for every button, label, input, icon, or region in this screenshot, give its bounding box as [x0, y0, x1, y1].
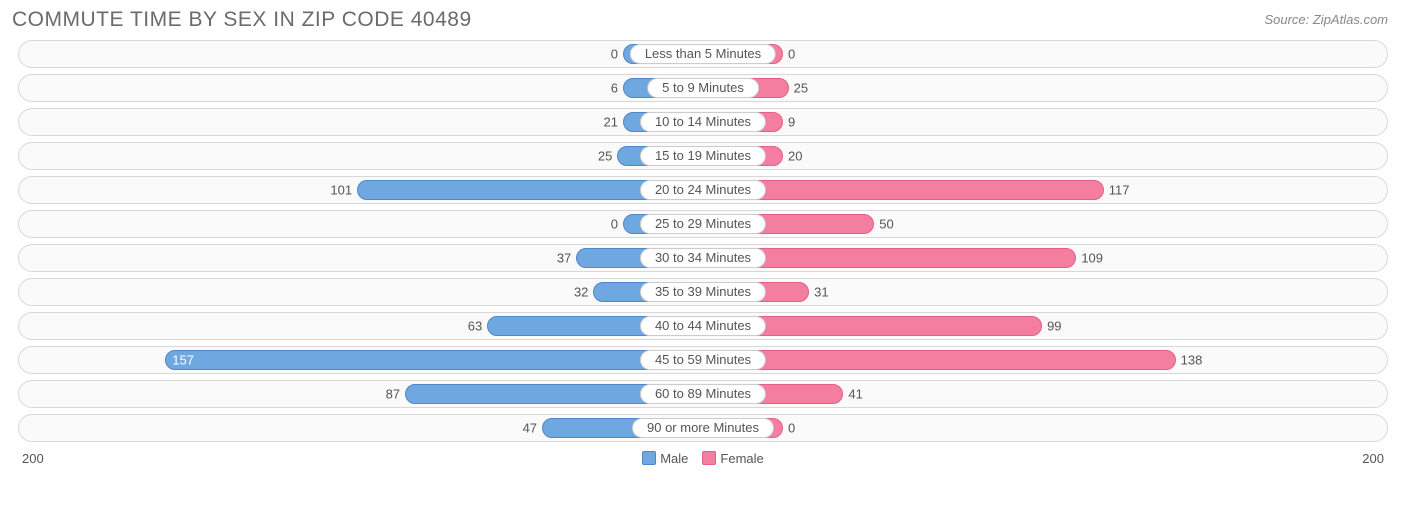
male-value: 63: [468, 319, 488, 334]
legend-label: Male: [660, 451, 688, 466]
chart-row: 25 20 15 to 19 Minutes: [18, 142, 1388, 170]
male-value: 0: [611, 47, 624, 62]
category-label: 40 to 44 Minutes: [640, 316, 766, 336]
chart-row: 37 109 30 to 34 Minutes: [18, 244, 1388, 272]
chart-row: 32 31 35 to 39 Minutes: [18, 278, 1388, 306]
chart-row: 101 117 20 to 24 Minutes: [18, 176, 1388, 204]
male-value: 47: [523, 421, 543, 436]
male-value: 87: [386, 387, 406, 402]
category-label: 45 to 59 Minutes: [640, 350, 766, 370]
chart-source: Source: ZipAtlas.com: [1264, 12, 1388, 27]
male-value: 0: [611, 217, 624, 232]
chart-title: COMMUTE TIME BY SEX IN ZIP CODE 40489: [12, 8, 472, 32]
category-label: 15 to 19 Minutes: [640, 146, 766, 166]
chart-row: 6 25 5 to 9 Minutes: [18, 74, 1388, 102]
male-value: 101: [330, 183, 358, 198]
category-label: 20 to 24 Minutes: [640, 180, 766, 200]
female-value: 41: [842, 387, 862, 402]
male-value: 37: [557, 251, 577, 266]
male-value: 6: [611, 81, 624, 96]
female-bar: 138: [703, 350, 1176, 370]
legend: Male Female: [642, 451, 764, 466]
female-value: 9: [782, 115, 795, 130]
female-value: 31: [808, 285, 828, 300]
legend-item-female: Female: [702, 451, 763, 466]
male-swatch-icon: [642, 451, 656, 465]
category-label: 10 to 14 Minutes: [640, 112, 766, 132]
chart-row: 87 41 60 to 89 Minutes: [18, 380, 1388, 408]
male-value: 25: [598, 149, 618, 164]
male-value: 32: [574, 285, 594, 300]
category-label: 90 or more Minutes: [632, 418, 774, 438]
legend-label: Female: [720, 451, 763, 466]
female-value: 50: [873, 217, 893, 232]
female-value: 138: [1175, 353, 1203, 368]
female-value: 109: [1075, 251, 1103, 266]
axis-row: 200 Male Female 200: [18, 448, 1388, 468]
female-value: 20: [782, 149, 802, 164]
female-value: 0: [782, 421, 795, 436]
chart-row: 21 9 10 to 14 Minutes: [18, 108, 1388, 136]
category-label: 25 to 29 Minutes: [640, 214, 766, 234]
category-label: 35 to 39 Minutes: [640, 282, 766, 302]
chart-header: COMMUTE TIME BY SEX IN ZIP CODE 40489 So…: [0, 0, 1406, 36]
chart-row: 0 0 Less than 5 Minutes: [18, 40, 1388, 68]
chart-row: 15713845 to 59 Minutes: [18, 346, 1388, 374]
female-value: 0: [782, 47, 795, 62]
male-value: 21: [604, 115, 624, 130]
chart-row: 63 99 40 to 44 Minutes: [18, 312, 1388, 340]
male-bar: 157: [165, 350, 703, 370]
category-label: 60 to 89 Minutes: [640, 384, 766, 404]
axis-left-tick: 200: [22, 451, 44, 466]
category-label: 30 to 34 Minutes: [640, 248, 766, 268]
chart-area: 0 0 Less than 5 Minutes 6 25 5 to 9 Minutes 21…: [0, 36, 1406, 468]
category-label: Less than 5 Minutes: [630, 44, 776, 64]
female-value: 99: [1041, 319, 1061, 334]
axis-right-tick: 200: [1362, 451, 1384, 466]
female-value: 25: [788, 81, 808, 96]
chart-row: 0 50 25 to 29 Minutes: [18, 210, 1388, 238]
male-value: 157: [172, 353, 194, 368]
category-label: 5 to 9 Minutes: [647, 78, 759, 98]
female-value: 117: [1103, 183, 1130, 198]
female-swatch-icon: [702, 451, 716, 465]
legend-item-male: Male: [642, 451, 688, 466]
chart-row: 47 0 90 or more Minutes: [18, 414, 1388, 442]
